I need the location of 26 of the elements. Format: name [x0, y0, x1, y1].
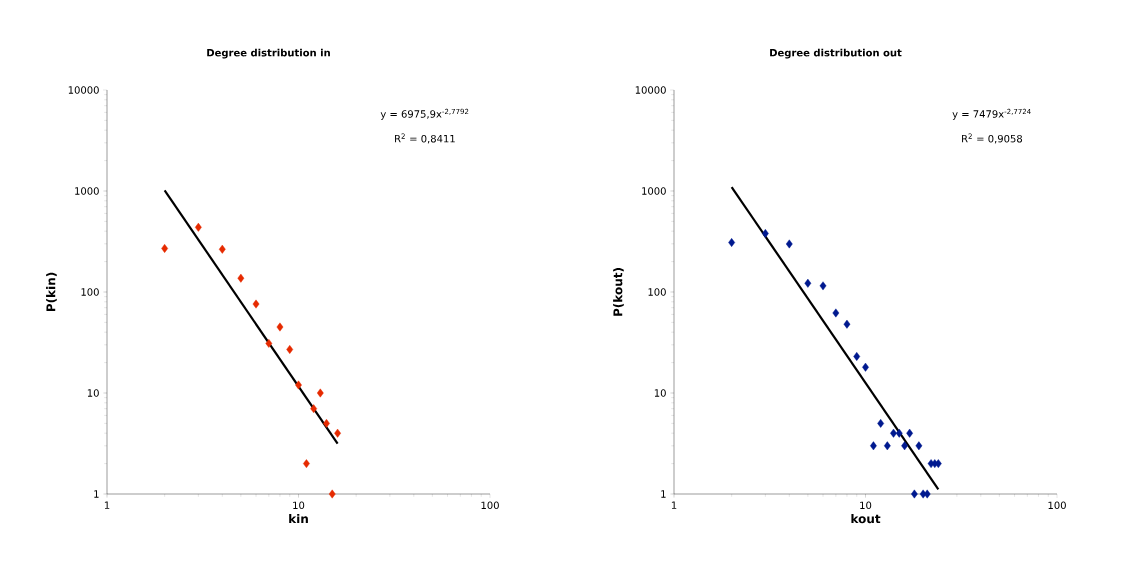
y-axis-title: P(kin)	[46, 272, 57, 312]
annotation: R$^{2}$ = 0,9058	[962, 133, 1023, 144]
chart-title: Degree distribution out	[770, 48, 902, 59]
x-tick-label: 1	[671, 501, 677, 509]
y-tick-label: 1000	[75, 187, 99, 195]
y-tick-label: 100	[648, 288, 666, 296]
x-tick-label: 100	[481, 501, 499, 510]
annotation: y = 7479x$^{-2,7724}$	[952, 108, 1031, 120]
y-tick-label: 100	[81, 288, 99, 296]
annotation: R$^{2}$ = 0,8411	[395, 133, 455, 144]
y-tick-label: 10	[87, 389, 99, 397]
x-tick-label: 10	[293, 501, 305, 510]
y-tick-label: 10000	[635, 86, 666, 94]
y-tick-label: 10000	[68, 86, 99, 94]
y-axis-title: P(kout)	[613, 268, 624, 316]
x-axis-title: kout	[851, 513, 881, 524]
x-tick-label: 1	[104, 501, 110, 509]
x-tick-label: 10	[860, 501, 872, 510]
y-tick-label: 10	[654, 389, 666, 397]
x-tick-label: 100	[1048, 501, 1066, 510]
y-tick-label: 1	[94, 490, 99, 498]
y-tick-label: 1000	[642, 187, 666, 195]
x-axis-title: kin	[289, 513, 308, 524]
chart-title: Degree distribution in	[207, 48, 330, 59]
annotation: y = 6975,9x$^{-2,7792}$	[380, 108, 469, 120]
y-tick-label: 1	[661, 490, 666, 498]
